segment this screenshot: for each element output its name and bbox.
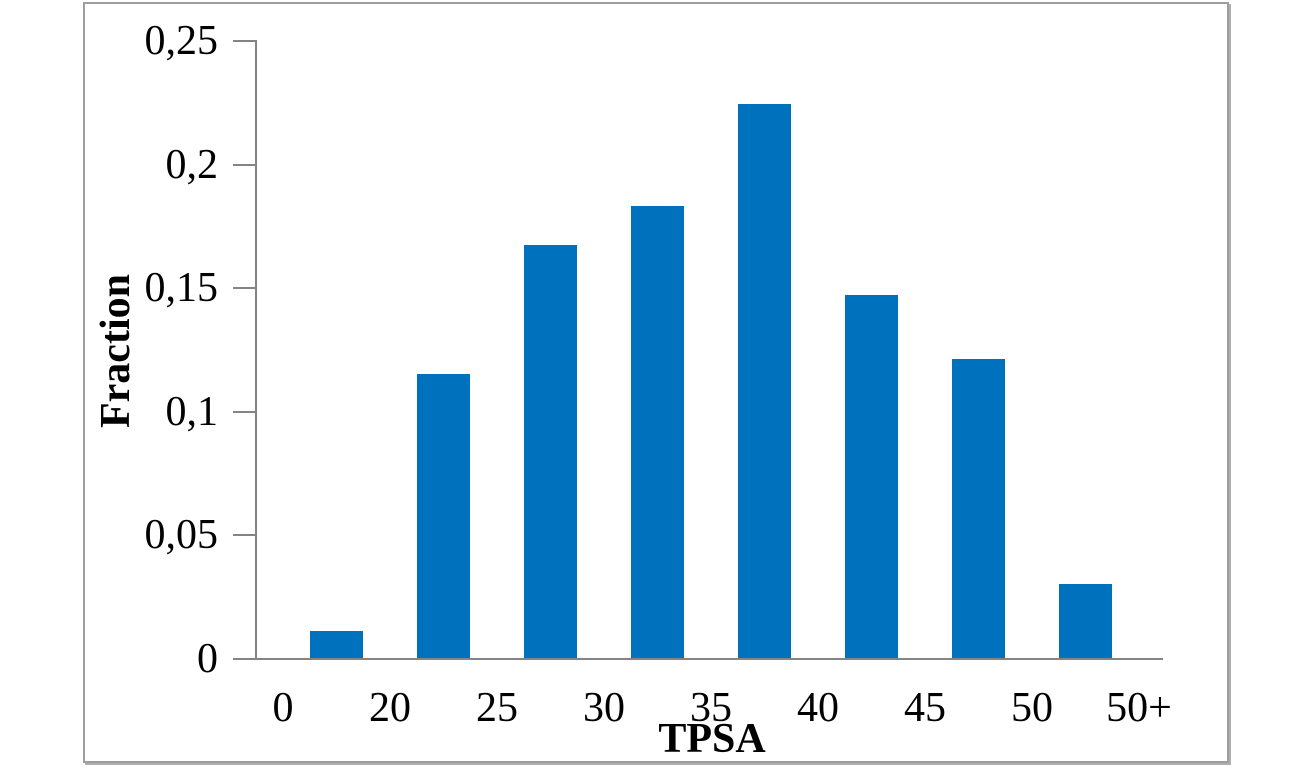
bar bbox=[845, 295, 898, 658]
y-tick-label: 0,1 bbox=[165, 389, 219, 435]
y-axis-tick bbox=[233, 658, 257, 660]
y-axis-tick bbox=[233, 164, 257, 166]
y-axis-tick bbox=[233, 411, 257, 413]
x-tick-label: 45 bbox=[904, 685, 946, 731]
bar bbox=[524, 245, 577, 658]
bar bbox=[310, 631, 363, 658]
y-tick-label: 0,15 bbox=[144, 265, 219, 311]
x-axis-title: TPSA bbox=[658, 716, 766, 762]
x-tick-label: 35 bbox=[690, 685, 732, 731]
bar bbox=[738, 104, 791, 658]
y-axis-line bbox=[255, 40, 257, 660]
x-tick-label: 30 bbox=[583, 685, 625, 731]
x-tick-label: 0 bbox=[272, 685, 294, 731]
y-tick-label: 0 bbox=[197, 636, 218, 682]
y-axis-title: Fraction bbox=[93, 274, 139, 428]
x-tick-label: 40 bbox=[797, 685, 839, 731]
bar bbox=[1059, 584, 1112, 658]
y-tick-label: 0,25 bbox=[144, 18, 219, 64]
x-tick-label: 50+ bbox=[1106, 685, 1172, 731]
bar bbox=[417, 374, 470, 658]
y-tick-label: 0,2 bbox=[165, 142, 219, 188]
x-axis-line bbox=[233, 658, 1163, 660]
x-tick-label: 20 bbox=[369, 685, 411, 731]
y-axis-tick bbox=[233, 534, 257, 536]
bar bbox=[952, 359, 1005, 658]
y-axis-tick bbox=[233, 40, 257, 42]
y-tick-label: 0,05 bbox=[144, 512, 219, 558]
chart-panel: Fraction 0 0,05 0,1 0,15 0,2 0,25 0 20 25 30 35 40 4… bbox=[83, 2, 1229, 763]
x-tick-label: 50 bbox=[1011, 685, 1053, 731]
x-tick-label: 25 bbox=[476, 685, 518, 731]
y-axis-tick bbox=[233, 287, 257, 289]
bar bbox=[631, 206, 684, 658]
